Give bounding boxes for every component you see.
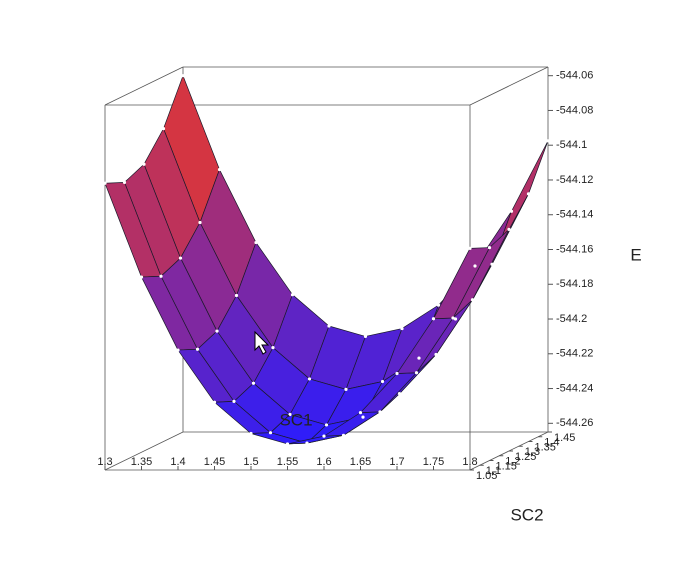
grid-point <box>546 139 550 143</box>
grid-point <box>232 399 236 404</box>
grid-point <box>305 441 309 445</box>
x-axis-label: SC1 <box>279 410 312 429</box>
z-tick-label: -544.06 <box>556 70 593 82</box>
grid-point <box>176 348 180 352</box>
grid-point <box>436 303 441 307</box>
grid-point <box>380 379 385 384</box>
z-tick-label: -544.24 <box>556 382 593 394</box>
grid-point <box>526 192 531 196</box>
z-tick-label: -544.26 <box>556 417 593 429</box>
grid-point <box>142 162 146 166</box>
grid-point <box>322 434 326 438</box>
grid-point <box>507 227 511 231</box>
grid-point <box>212 400 217 404</box>
surface <box>103 74 550 446</box>
x-tick-label: 1.55 <box>277 456 298 468</box>
x-tick-label: 1.6 <box>316 456 331 468</box>
grid-point <box>470 298 475 302</box>
x-tick-label: 1.35 <box>131 456 152 468</box>
grid-point <box>254 240 258 245</box>
x-tick-label: 1.65 <box>350 456 371 468</box>
x-tick-label: 1.45 <box>204 456 225 468</box>
grid-point <box>358 411 363 415</box>
box-edge <box>104 431 184 471</box>
grid-point <box>285 442 290 446</box>
grid-point <box>400 326 404 331</box>
y-tick-label: 1.2 <box>505 456 520 468</box>
grid-point <box>509 209 514 213</box>
grid-point <box>139 275 144 279</box>
grid-point <box>341 433 346 437</box>
grid-point <box>161 127 166 131</box>
box-edge <box>104 66 184 106</box>
box-edge <box>469 66 549 106</box>
grid-point <box>215 329 219 333</box>
grid-point <box>468 246 472 250</box>
grid-point <box>249 431 253 436</box>
x-tick-label: 1.7 <box>389 456 404 468</box>
grid-point <box>307 377 312 381</box>
z-tick-label: -544.12 <box>556 174 593 186</box>
y-tick-label: 1.1 <box>486 465 501 477</box>
z-tick-label: -544.14 <box>556 209 593 221</box>
x-tick-label: 1.8 <box>462 456 477 468</box>
grid-point <box>324 423 329 427</box>
y-tick-label: 1.05 <box>476 470 497 482</box>
grid-point <box>103 181 107 185</box>
z-tick-label: -544.16 <box>556 243 593 255</box>
z-tick-label: -544.2 <box>556 313 587 325</box>
grid-point <box>290 293 295 297</box>
z-axis-label: E <box>630 245 641 264</box>
x-tick-label: 1.3 <box>97 456 112 468</box>
grid-point <box>327 324 331 328</box>
z-tick-label: -544.1 <box>556 139 587 151</box>
z-tick-label: -544.22 <box>556 348 593 360</box>
x-tick-label: 1.4 <box>170 456 185 468</box>
grid-point <box>268 431 273 435</box>
grid-point <box>217 167 222 172</box>
grid-point <box>397 392 402 396</box>
y-tick-label: 1.25 <box>515 451 536 463</box>
y-tick-label: 1.4 <box>544 437 559 449</box>
grid-point <box>234 293 239 298</box>
grid-point <box>251 381 256 385</box>
grid-point <box>378 410 382 414</box>
grid-point <box>288 412 292 417</box>
grid-point <box>490 262 494 266</box>
grid-point <box>198 220 202 225</box>
grid-point <box>271 346 275 350</box>
labels: E SC1 SC2 -544.06 -544.08 -544.1 -544.12 -54… <box>97 70 641 525</box>
grid-point <box>431 317 436 321</box>
y-axis-label: SC2 <box>510 505 543 524</box>
grid-point <box>414 371 419 375</box>
y-tick-label: 1.45 <box>554 432 575 444</box>
grid-point <box>451 316 455 320</box>
grid-point <box>159 274 163 278</box>
z-tick-label: -544.08 <box>556 104 593 116</box>
grid-point <box>473 264 477 268</box>
grid-point <box>395 371 399 376</box>
grid-point <box>195 347 200 351</box>
x-tick-label: 1.5 <box>243 456 258 468</box>
grid-point <box>122 180 127 185</box>
grid-point <box>417 356 421 360</box>
z-tick-label: -544.18 <box>556 278 593 290</box>
grid-point <box>363 334 368 339</box>
grid-point <box>434 352 438 357</box>
grid-point <box>344 387 348 391</box>
grid-point <box>487 245 492 250</box>
x-tick-label: 1.75 <box>423 456 444 468</box>
grid-point <box>361 415 365 419</box>
y-tick-label: 1.15 <box>496 460 517 472</box>
grid-point <box>453 317 458 321</box>
y-tick-label: 1.3 <box>525 446 540 458</box>
cursor <box>254 330 270 355</box>
y-tick-label: 1.35 <box>535 441 556 453</box>
grid-point <box>178 256 183 260</box>
grid-point <box>181 74 185 78</box>
